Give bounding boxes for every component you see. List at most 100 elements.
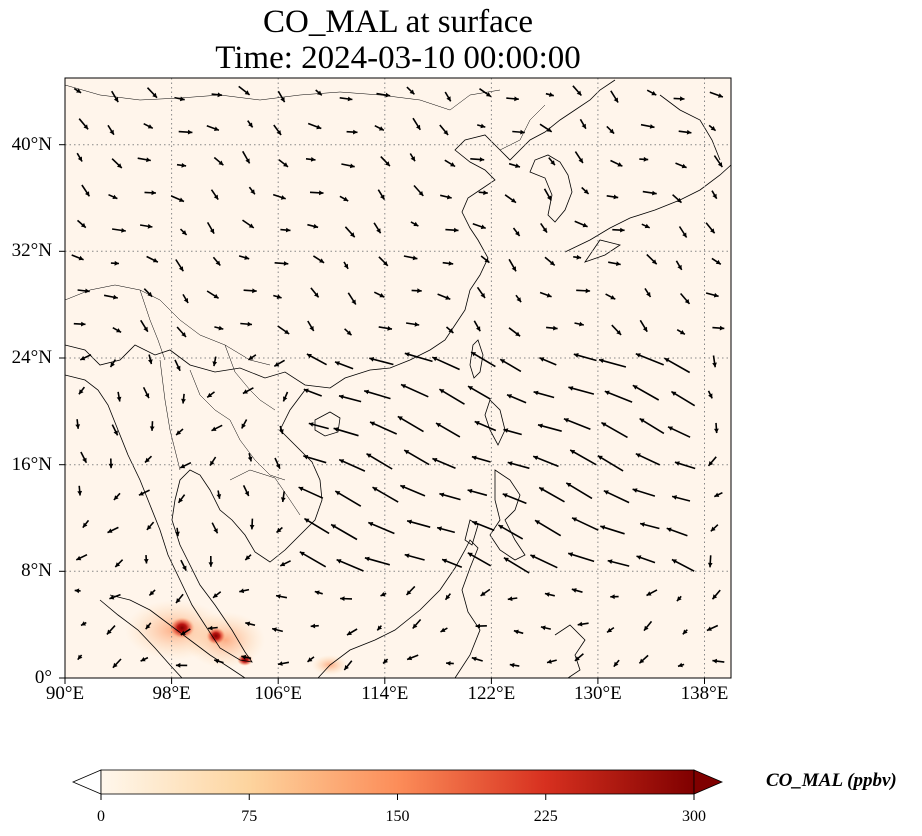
wind-arrow-head (368, 522, 374, 527)
wind-arrow-head (308, 422, 314, 427)
map-subtitle: Time: 2024-03-10 00:00:00 (215, 40, 581, 76)
lat-tick-label: 16°N (11, 454, 52, 475)
wind-arrow-head (607, 627, 612, 633)
wind-arrow-head (304, 518, 310, 523)
wind-arrow-head (681, 163, 687, 169)
wind-arrow-shaft (538, 486, 565, 503)
wind-arrow-head (600, 525, 606, 530)
wind-arrow-head (568, 552, 574, 557)
wind-arrow-head (646, 292, 651, 297)
wind-arrow-head (213, 194, 219, 200)
wind-arrow-head (672, 495, 677, 500)
wind-arrow-head (613, 194, 619, 200)
wind-arrow-head (212, 361, 218, 367)
wind-arrow-head (573, 353, 579, 358)
wind-arrow-head (383, 658, 388, 664)
wind-arrow-head (179, 197, 184, 202)
axis-ticks (59, 144, 705, 684)
wind-arrow-head (467, 552, 473, 558)
wind-arrow-head (503, 428, 509, 433)
wind-arrow-head (577, 621, 583, 627)
wind-arrow-head (446, 194, 452, 200)
wind-arrow-head (503, 557, 509, 562)
wind-arrow-head (546, 127, 552, 132)
wind-arrow-head (443, 130, 449, 135)
wind-arrow-head (183, 298, 189, 303)
wind-arrow-head (112, 194, 118, 199)
wind-arrow-head (583, 189, 589, 194)
wind-arrow-head (81, 321, 86, 327)
wind-arrow-head (307, 657, 313, 662)
wind-arrow-head (581, 123, 586, 129)
map-frame (64, 77, 732, 679)
wind-arrow-head (143, 559, 149, 564)
wind-arrow-head (544, 592, 550, 597)
wind-arrow-head (539, 357, 545, 362)
wind-arrow-head (417, 288, 422, 294)
wind-arrow-shaft (639, 417, 665, 435)
wind-arrow-head (708, 393, 713, 399)
wind-arrow-head (116, 396, 122, 402)
wind-arrow-head (178, 266, 184, 272)
wind-arrow-head (483, 190, 488, 196)
wind-arrow-head (607, 559, 613, 564)
wind-arrow-head (404, 450, 410, 455)
wind-arrow-head (535, 520, 540, 525)
wind-arrow-head (245, 158, 250, 164)
wind-arrow-head (467, 488, 473, 494)
wind-arrow-head (181, 163, 187, 168)
wind-arrow-head (343, 263, 349, 269)
wind-arrow-head (446, 661, 451, 666)
wind-arrow-head (239, 588, 245, 594)
wind-arrow-head (500, 359, 506, 364)
colorbar-tick-label: 225 (533, 808, 558, 825)
wind-arrow-head (448, 261, 454, 266)
wind-arrow-head (533, 390, 539, 396)
wind-arrow-head (579, 321, 584, 327)
wind-arrow-head (252, 288, 257, 294)
wind-arrow-head (242, 389, 248, 394)
wind-arrow-head (671, 559, 677, 564)
wind-arrow-head (336, 559, 342, 564)
coastline-hainan (314, 411, 341, 437)
wind-arrow-shaft (571, 517, 599, 531)
wind-arrow-head (113, 495, 119, 500)
wind-arrow-head (181, 230, 187, 235)
wind-arrow-head (77, 156, 83, 162)
wind-arrow-shaft (298, 486, 324, 499)
wind-arrow-shaft (597, 455, 624, 472)
wind-arrow-head (604, 390, 610, 396)
wind-arrow-head (209, 228, 215, 234)
wind-arrow-head (651, 259, 657, 265)
wind-arrow-shaft (400, 383, 429, 398)
wind-arrow-head (676, 596, 682, 602)
wind-arrow-shaft (503, 557, 530, 574)
wind-arrow-shaft (598, 358, 627, 368)
wind-arrow-head (480, 591, 486, 596)
wind-arrow-head (351, 299, 356, 305)
wind-arrow-head (644, 223, 650, 229)
wind-arrow-head (676, 197, 682, 203)
wind-arrow-head (719, 325, 725, 331)
wind-arrow-head (114, 260, 119, 266)
wind-arrow-head (550, 160, 555, 166)
wind-arrow-head (446, 96, 451, 102)
wind-arrow-head (378, 126, 384, 131)
wind-arrow-head (412, 623, 418, 629)
wind-arrow-head (314, 590, 320, 595)
wind-arrow-head (601, 422, 607, 427)
wind-arrow-head (213, 293, 219, 299)
wind-arrow-head (682, 629, 688, 635)
wind-arrow-head (540, 625, 546, 631)
wind-arrow-head (632, 488, 638, 493)
wind-arrow-head (710, 526, 716, 532)
wind-arrow-head (283, 261, 289, 266)
concentration-field (125, 600, 348, 675)
wind-arrow-head (216, 494, 222, 499)
wind-arrow-head (283, 162, 288, 167)
wind-arrow-head (712, 594, 718, 600)
wind-arrow-head (310, 157, 316, 162)
wind-arrow-head (217, 92, 223, 98)
colorbar-min-extend (71, 769, 102, 795)
wind-arrow-head (632, 385, 638, 390)
